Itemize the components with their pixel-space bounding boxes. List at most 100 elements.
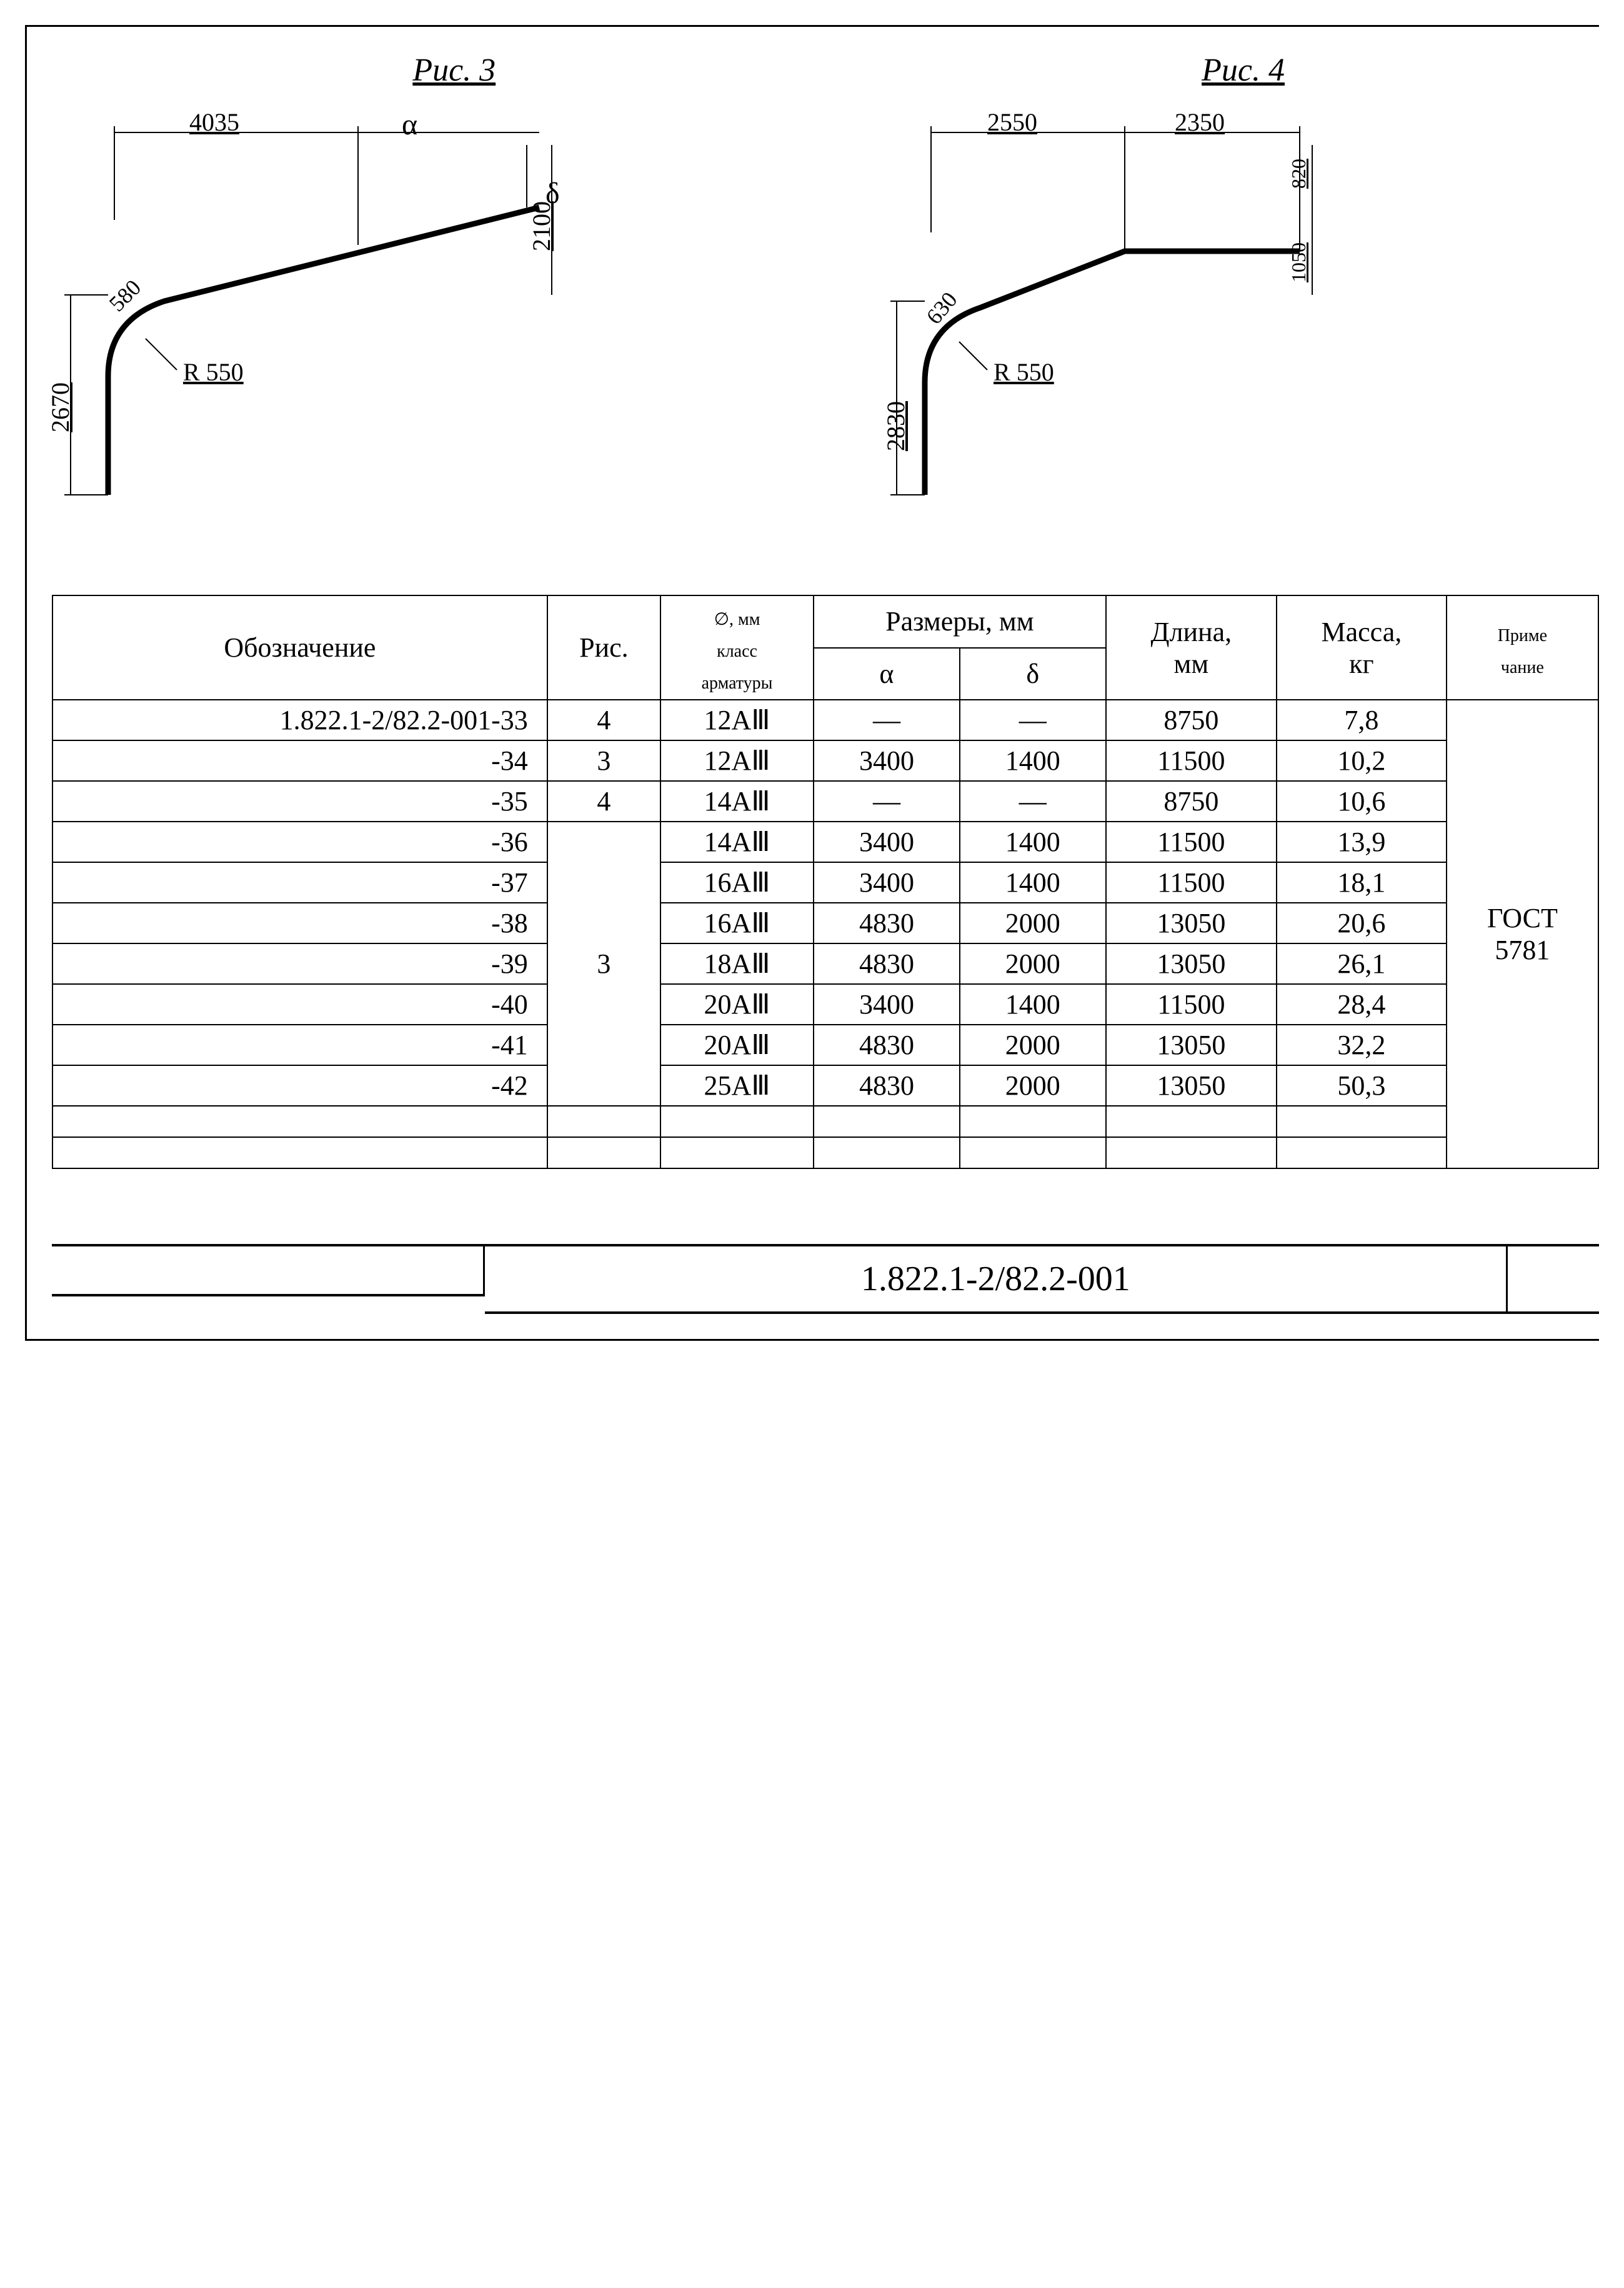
cell-a: 3400 [814,862,960,903]
cell-mass: 13,9 [1277,822,1447,862]
cell-phi: 14АⅢ [660,781,814,822]
cell-len: 11500 [1106,862,1277,903]
cell-phi: 14АⅢ [660,822,814,862]
cell-len: 11500 [1106,984,1277,1025]
cell-mass: 32,2 [1277,1025,1447,1065]
table-body: 1.822.1-2/82.2-001-33 4 12АⅢ — — 8750 7,… [52,700,1598,1168]
table-row: -42 25АⅢ 4830 2000 13050 50,3 [52,1065,1598,1106]
cell-design: -35 [52,781,547,822]
cell-phi: 16АⅢ [660,862,814,903]
th-mass-text: Масса, кг [1321,617,1402,679]
title-block: 1.822.1-2/82.2-001 [52,1244,1599,1314]
cell-len: 11500 [1106,822,1277,862]
th-phi-text: ∅, мм класс арматуры [702,610,773,693]
table-row: -40 20АⅢ 3400 1400 11500 28,4 [52,984,1598,1025]
cell-mass: 10,2 [1277,740,1447,781]
cell-a: 4830 [814,943,960,984]
page-frame: Рис. 3 4035 α 2100 δ 2670 580 R 550 [25,25,1599,1341]
cell-a: 3400 [814,984,960,1025]
table-row-empty [52,1137,1598,1168]
cell-len: 11500 [1106,740,1277,781]
fig3-radius: R 550 [183,357,244,387]
cell-mass: 20,6 [1277,903,1447,943]
th-note-text: Приме чание [1498,626,1547,677]
cell-d: — [960,700,1106,740]
fig4-dim-top-right: 2350 [1175,107,1225,137]
th-fig: Рис. [547,595,660,700]
th-sizes: Размеры, мм [814,595,1106,648]
cell-mass: 7,8 [1277,700,1447,740]
th-a: α [814,648,960,700]
table-row-empty [52,1106,1598,1137]
th-phi: ∅, мм класс арматуры [660,595,814,700]
th-len: Длина, мм [1106,595,1277,700]
cell-fig: 3 [547,740,660,781]
table-row: 1.822.1-2/82.2-001-33 4 12АⅢ — — 8750 7,… [52,700,1598,740]
cell-a: — [814,700,960,740]
cell-len: 13050 [1106,1025,1277,1065]
cell-design: -42 [52,1065,547,1106]
fig3-dim-top: 4035 [189,107,239,137]
cell-mass: 28,4 [1277,984,1447,1025]
table-header-row: Обозначение Рис. ∅, мм класс арматуры Ра… [52,595,1598,648]
cell-phi: 12АⅢ [660,700,814,740]
fig3-left-vert: 2670 [46,382,75,432]
fig3-delta: δ [545,176,560,211]
cell-design: -38 [52,903,547,943]
cell-fig: 4 [547,700,660,740]
table-row: -38 16АⅢ 4830 2000 13050 20,6 [52,903,1598,943]
cell-a: 3400 [814,822,960,862]
fig3-alpha: α [402,107,417,142]
cell-phi: 16АⅢ [660,903,814,943]
cell-a: 4830 [814,903,960,943]
cell-design: -41 [52,1025,547,1065]
table-row: -39 18АⅢ 4830 2000 13050 26,1 [52,943,1598,984]
cell-mass: 50,3 [1277,1065,1447,1106]
cell-phi: 20АⅢ [660,1025,814,1065]
cell-phi: 12АⅢ [660,740,814,781]
cell-d: 1400 [960,740,1106,781]
cell-fig-merged: 3 [547,822,660,1106]
cell-mass: 26,1 [1277,943,1447,984]
th-note: Приме чание [1447,595,1598,700]
cell-d: — [960,781,1106,822]
th-design: Обозначение [52,595,547,700]
th-mass: Масса, кг [1277,595,1447,700]
figure-4: Рис. 4 2550 2350 820 1050 2830 630 R 550 [887,52,1599,545]
table-row: -41 20АⅢ 4830 2000 13050 32,2 [52,1025,1598,1065]
fig3-svg [52,107,564,545]
cell-len: 8750 [1106,781,1277,822]
cell-len: 8750 [1106,700,1277,740]
cell-d: 2000 [960,1025,1106,1065]
cell-d: 2000 [960,903,1106,943]
th-len-text: Длина, мм [1151,617,1232,679]
cell-len: 13050 [1106,943,1277,984]
table-row: -36 3 14АⅢ 3400 1400 11500 13,9 [52,822,1598,862]
cell-a: 4830 [814,1025,960,1065]
cell-design: -36 [52,822,547,862]
th-d: δ [960,648,1106,700]
cell-len: 13050 [1106,1065,1277,1106]
table-row: -35 4 14АⅢ — — 8750 10,6 [52,781,1598,822]
fig4-svg [887,107,1325,545]
cell-a: 4830 [814,1065,960,1106]
fig4-right-lower: 1050 [1287,242,1310,282]
cell-phi: 18АⅢ [660,943,814,984]
table-row: -37 16АⅢ 3400 1400 11500 18,1 [52,862,1598,903]
cell-len: 13050 [1106,903,1277,943]
fig4-radius: R 550 [994,357,1054,387]
cell-a: 3400 [814,740,960,781]
fig4-title: Рис. 4 [887,52,1599,89]
cell-mass: 10,6 [1277,781,1447,822]
figure-3: Рис. 3 4035 α 2100 δ 2670 580 R 550 [52,52,857,545]
fig3-title: Рис. 3 [52,52,857,89]
cell-d: 1400 [960,822,1106,862]
figures-row: Рис. 3 4035 α 2100 δ 2670 580 R 550 [52,52,1599,545]
cell-phi: 20АⅢ [660,984,814,1025]
cell-d: 1400 [960,862,1106,903]
cell-design: -39 [52,943,547,984]
fig4-dim-top-left: 2550 [987,107,1037,137]
fig4-right-upper: 820 [1287,159,1310,189]
cell-design: -34 [52,740,547,781]
cell-design: 1.822.1-2/82.2-001-33 [52,700,547,740]
